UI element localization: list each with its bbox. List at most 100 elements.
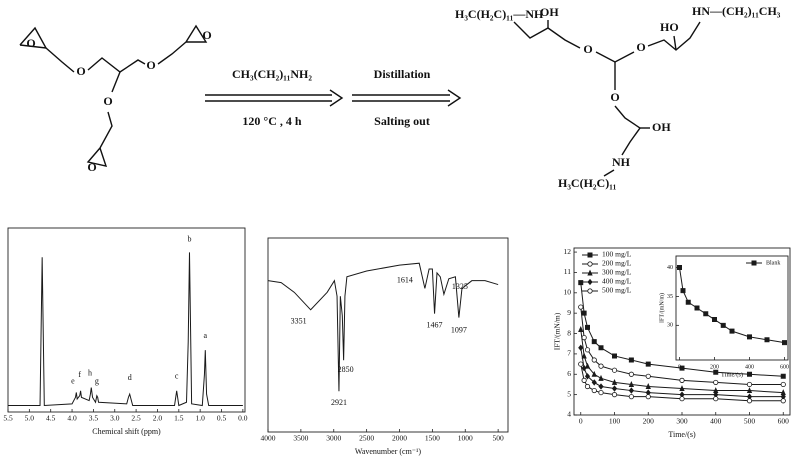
x-axis-label: Wavenumber (cm⁻¹): [355, 447, 422, 456]
x-tick-label: 4000: [261, 434, 276, 443]
x-tick-label: 1.5: [174, 414, 184, 423]
product-label: OH: [652, 120, 671, 134]
point: [584, 373, 591, 380]
point: [781, 340, 788, 346]
step-label: Distillation: [374, 67, 431, 81]
x-tick-label: 600: [778, 417, 790, 426]
point: [628, 371, 634, 377]
x-tick-label: 2.0: [153, 414, 163, 423]
point: [746, 371, 753, 377]
product-label: H₃C(H₂C)₁₁: [558, 176, 617, 190]
peak-annotation: a: [204, 331, 208, 340]
point: [591, 339, 597, 345]
point: [581, 377, 587, 383]
point: [598, 383, 604, 390]
peak-annotation: f: [78, 370, 81, 379]
x-tick-label: 0.0: [238, 414, 248, 423]
x-tick-label: 500: [744, 417, 756, 426]
product-label: O: [583, 42, 592, 56]
point: [581, 364, 587, 372]
x-tick-label: 100: [609, 417, 621, 426]
atom-label: O: [202, 28, 211, 42]
point: [645, 373, 651, 379]
point: [676, 265, 683, 271]
point: [645, 361, 651, 367]
point: [746, 381, 753, 388]
x-tick-label: 5.0: [25, 414, 35, 423]
point: [611, 367, 618, 373]
product-label: O: [636, 40, 645, 54]
product-label: HN—(CH₂)₁₁CH₃: [692, 4, 781, 18]
peak-annotation: e: [71, 376, 75, 385]
point: [587, 278, 593, 286]
x-tick-label: 0.5: [217, 414, 227, 423]
x-axis-label: Time/(s): [668, 430, 696, 439]
atom-label: O: [26, 36, 35, 50]
point: [587, 252, 593, 258]
x-axis-label: Chemical shift (ppm): [92, 427, 161, 436]
atom-label: O: [103, 94, 112, 108]
point: [611, 378, 618, 385]
point: [598, 363, 604, 369]
reactant-structure: [19, 24, 208, 167]
point: [746, 387, 753, 394]
x-tick-label: 2000: [392, 434, 407, 443]
product-label: O: [610, 90, 619, 104]
point: [746, 334, 753, 340]
point: [581, 310, 587, 316]
product-label: NH: [612, 155, 631, 169]
series-line: [8, 252, 243, 407]
y-axis-label: IFT/(mN/m): [553, 312, 562, 350]
y-tick-label: 9: [567, 308, 571, 317]
point: [581, 335, 587, 341]
x-tick-label: 600: [780, 364, 789, 370]
point: [780, 381, 786, 388]
point: [680, 288, 686, 294]
legend-label: Blank: [766, 260, 780, 266]
legend-label: 400 mg/L: [602, 277, 632, 286]
point: [598, 345, 604, 351]
peak-annotation: c: [175, 372, 179, 381]
point: [713, 369, 719, 375]
x-axis-label: Time/(s): [721, 371, 743, 378]
peak-label: 1467: [427, 320, 443, 329]
point: [694, 305, 700, 311]
point: [628, 394, 634, 400]
series-line: [267, 262, 499, 392]
peak-annotation: h: [88, 368, 92, 377]
product-label: OH: [540, 5, 559, 19]
point: [584, 383, 591, 390]
atom-label: O: [76, 64, 85, 78]
legend-label: 500 mg/L: [602, 286, 632, 295]
point: [578, 304, 584, 310]
x-tick-label: 5.5: [3, 414, 13, 423]
y-tick-label: 10: [564, 288, 572, 297]
point: [751, 260, 757, 266]
conditions: 120 °C , 4 h: [242, 114, 301, 128]
peak-label: 1097: [451, 325, 467, 334]
point: [578, 344, 584, 351]
x-tick-label: 500: [493, 434, 505, 443]
x-tick-label: 1500: [425, 434, 440, 443]
point: [598, 374, 604, 381]
inset-frame: [675, 255, 789, 361]
point: [591, 379, 597, 386]
plot-frame: [267, 237, 509, 433]
x-tick-label: 2500: [359, 434, 374, 443]
y-tick-label: 4: [567, 410, 571, 419]
x-tick-label: 200: [710, 364, 719, 370]
point: [584, 347, 591, 353]
point: [584, 324, 591, 330]
y-tick-label: 12: [564, 247, 572, 256]
point: [679, 365, 685, 371]
product-structure: [513, 20, 701, 177]
legend-label: 100 mg/L: [602, 250, 632, 259]
point: [713, 379, 719, 386]
x-tick-label: 400: [710, 417, 722, 426]
peak-label: 1614: [397, 275, 413, 284]
plot-frame: [7, 227, 246, 413]
x-tick-label: 0: [678, 364, 681, 370]
y-tick-label: 5: [567, 389, 571, 398]
legend-label: 300 mg/L: [602, 268, 632, 277]
